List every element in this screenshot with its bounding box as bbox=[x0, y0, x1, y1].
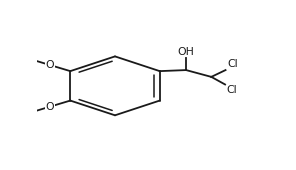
Text: Cl: Cl bbox=[227, 59, 237, 69]
Text: OH: OH bbox=[178, 47, 194, 57]
Text: Cl: Cl bbox=[226, 85, 237, 95]
Text: O: O bbox=[45, 102, 54, 112]
Text: O: O bbox=[45, 60, 54, 70]
